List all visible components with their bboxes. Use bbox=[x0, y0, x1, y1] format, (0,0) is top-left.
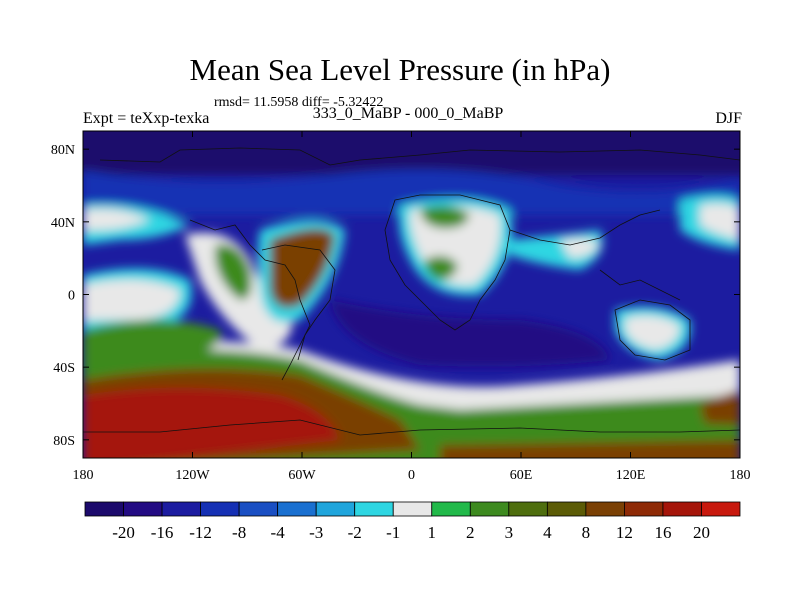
colorbar-label: -3 bbox=[309, 523, 323, 542]
colorbar-swatch bbox=[431, 501, 471, 517]
americas-high bbox=[270, 228, 335, 308]
colorbar-label: 8 bbox=[582, 523, 591, 542]
south-edge-band bbox=[440, 440, 740, 458]
map-title: Mean Sea Level Pressure (in hPa) bbox=[189, 52, 611, 87]
tropical-pacific-neutral bbox=[83, 279, 180, 320]
colorbar-label: 1 bbox=[428, 523, 437, 542]
experiment-label: Expt = teXxp-texka bbox=[83, 110, 210, 127]
lat-tick-label: 0 bbox=[68, 289, 75, 304]
america-west-outline bbox=[189, 219, 311, 381]
south-pacific-positive bbox=[83, 320, 222, 365]
colorbar-swatch bbox=[161, 501, 201, 517]
rmsd-diff-stats: rmsd= 11.5958 diff= -5.32422 bbox=[214, 95, 384, 110]
lat-tick-label: 40S bbox=[53, 361, 75, 376]
north-pacific-west-neutral bbox=[83, 208, 150, 231]
lon-tick-label: 60W bbox=[288, 468, 316, 483]
west-america-positive bbox=[215, 244, 252, 300]
colorbar-swatch bbox=[624, 501, 664, 517]
colorbar-label: 2 bbox=[466, 523, 475, 542]
colorbar-swatch bbox=[200, 501, 240, 517]
colorbar-label: -4 bbox=[271, 523, 286, 542]
continent-outlines bbox=[83, 147, 740, 436]
lat-tick-label: 80S bbox=[53, 434, 75, 449]
north-pacific-east-neutral bbox=[700, 203, 740, 240]
southern-ocean-low bbox=[330, 300, 610, 367]
colorbar-label: -8 bbox=[232, 523, 246, 542]
colorbar-label: -16 bbox=[151, 523, 174, 542]
period-difference-label: 333_0_MaBP - 000_0_MaBP bbox=[312, 105, 504, 122]
colorbar-swatch bbox=[508, 501, 548, 517]
map-axes: 180 120W 60W 0 60E 120E 180 80N 40N 0 40S 80S bbox=[51, 131, 751, 483]
lon-tick-label: 120E bbox=[616, 468, 646, 483]
lon-tick-label: 60E bbox=[510, 468, 533, 483]
colorbar-label: -1 bbox=[386, 523, 400, 542]
colorbar-swatch bbox=[277, 501, 317, 517]
lon-tick-label: 0 bbox=[408, 468, 415, 483]
colorbar-swatch bbox=[469, 501, 510, 517]
colorbar-label: 3 bbox=[505, 523, 514, 542]
colorbar-swatch bbox=[84, 501, 124, 517]
lon-tick-label: 180 bbox=[730, 468, 751, 483]
northern-midlat-band bbox=[83, 169, 740, 215]
season-label: DJF bbox=[715, 110, 742, 127]
africa-europe-outline bbox=[384, 194, 511, 331]
arctic-low bbox=[83, 131, 740, 175]
colorbar-swatch bbox=[546, 501, 587, 517]
america-east-outline bbox=[261, 244, 336, 361]
colorbar-label: 4 bbox=[543, 523, 552, 542]
colorbar-swatch bbox=[585, 501, 625, 517]
australia-neutral bbox=[625, 315, 680, 350]
lon-tick-label: 180 bbox=[73, 468, 94, 483]
asia-neutral bbox=[560, 238, 600, 258]
antarctica-outline bbox=[83, 419, 740, 436]
colorbar-label: -20 bbox=[112, 523, 135, 542]
arctic-coast-outline bbox=[99, 147, 740, 166]
africa-positive bbox=[425, 256, 458, 280]
colorbar-label: -12 bbox=[189, 523, 212, 542]
indonesia-outline bbox=[599, 269, 681, 301]
colorbar-label: 20 bbox=[693, 523, 710, 542]
pressure-field bbox=[83, 131, 740, 458]
colorbar: -20 -16 -12 -8 -4 -3 -2 -1 1 2 3 4 8 12 16 20 bbox=[84, 501, 741, 542]
asia-south-outline bbox=[509, 209, 661, 246]
lat-tick-label: 80N bbox=[51, 143, 75, 158]
colorbar-label: -2 bbox=[348, 523, 362, 542]
colorbar-swatch bbox=[354, 501, 394, 517]
colorbar-swatch bbox=[238, 501, 279, 517]
colorbar-swatch bbox=[662, 501, 702, 517]
lat-tick-label: 40N bbox=[51, 216, 75, 231]
colorbar-swatch bbox=[315, 501, 356, 517]
colorbar-swatch bbox=[701, 501, 741, 517]
colorbar-label: 12 bbox=[616, 523, 633, 542]
lon-tick-label: 120W bbox=[175, 468, 210, 483]
southern-max-core bbox=[83, 387, 340, 458]
colorbar-swatch bbox=[392, 501, 433, 517]
australia-outline bbox=[614, 299, 691, 361]
colorbar-swatch bbox=[123, 501, 163, 517]
europe-positive bbox=[420, 206, 470, 229]
colorbar-label: 16 bbox=[654, 523, 671, 542]
